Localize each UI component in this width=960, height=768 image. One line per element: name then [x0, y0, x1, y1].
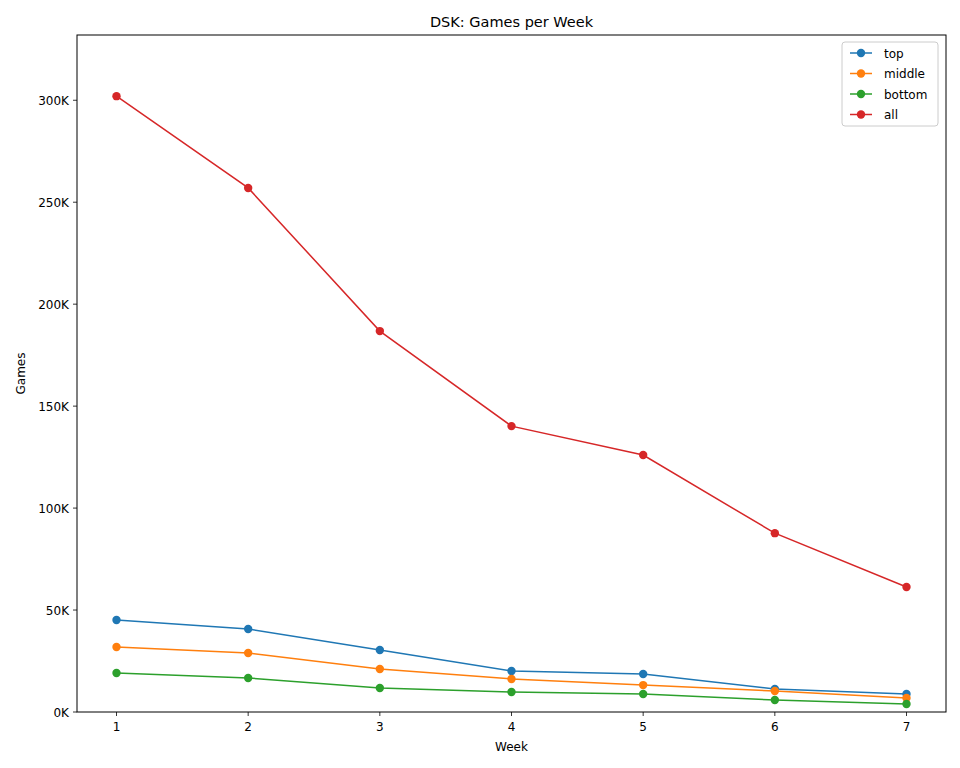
point	[112, 92, 120, 100]
point	[771, 696, 779, 704]
legend: top middle bottom all	[842, 42, 938, 126]
point	[902, 583, 910, 591]
x-tick-label: 5	[639, 720, 647, 734]
x-tick-label: 1	[113, 720, 121, 734]
point	[507, 675, 515, 683]
x-tick-label: 6	[771, 720, 779, 734]
title: DSK: Games per Week	[430, 14, 594, 30]
series-line	[117, 647, 907, 698]
point	[376, 665, 384, 673]
legend-label: middle	[884, 67, 925, 81]
x-tick-label: 7	[903, 720, 911, 734]
x-tick	[116, 712, 117, 716]
y-tick-label: 50K	[46, 604, 70, 618]
x-tick	[248, 712, 249, 716]
point	[244, 649, 252, 657]
x-tick	[643, 712, 644, 716]
y-tick	[73, 508, 77, 509]
point	[112, 616, 120, 624]
chart-container: 1 2 3 4 5 6 7 0K 50K 100K 150K 200K 250K 300K DSK: Gam…	[0, 0, 960, 768]
series-line	[117, 620, 907, 694]
point	[507, 667, 515, 675]
point	[244, 625, 252, 633]
y-tick-label: 100K	[38, 502, 70, 516]
legend-label: bottom	[884, 88, 927, 102]
y-tick	[73, 304, 77, 305]
legend-label: all	[884, 108, 898, 122]
point	[902, 700, 910, 708]
y-tick-label: 300K	[38, 94, 70, 108]
point	[507, 422, 515, 430]
point	[112, 643, 120, 651]
legend-marker	[857, 69, 865, 77]
y-tick	[73, 100, 77, 101]
x-tick	[774, 712, 775, 716]
y-tick-label: 250K	[38, 196, 70, 210]
x-tick	[906, 712, 907, 716]
point	[376, 646, 384, 654]
chart-svg: 1 2 3 4 5 6 7 0K 50K 100K 150K 200K 250K 300K DSK: Gam…	[0, 0, 960, 768]
x-axis-label: Week	[495, 740, 528, 754]
x-tick-label: 4	[508, 720, 516, 734]
y-tick-label: 0K	[53, 706, 70, 720]
series-line	[117, 673, 907, 704]
y-tick	[73, 202, 77, 203]
point	[507, 688, 515, 696]
plot-area	[112, 92, 910, 708]
y-axis-label: Games	[14, 353, 28, 395]
x-tick	[511, 712, 512, 716]
y-tick	[73, 610, 77, 611]
background	[0, 0, 960, 768]
point	[244, 184, 252, 192]
legend-marker	[857, 90, 865, 98]
x-tick-label: 2	[244, 720, 252, 734]
x-tick-label: 3	[376, 720, 384, 734]
axes-frame	[77, 35, 946, 712]
y-tick-label: 150K	[38, 400, 70, 414]
legend-marker	[857, 49, 865, 57]
point	[244, 674, 252, 682]
x-tick	[379, 712, 380, 716]
point	[639, 670, 647, 678]
series-line	[117, 96, 907, 587]
y-tick	[73, 712, 77, 713]
y-tick	[73, 406, 77, 407]
legend-box	[842, 42, 938, 126]
legend-marker	[857, 110, 865, 118]
point	[639, 451, 647, 459]
point	[112, 669, 120, 677]
point	[771, 529, 779, 537]
point	[639, 681, 647, 689]
point	[639, 690, 647, 698]
point	[771, 687, 779, 695]
point	[376, 684, 384, 692]
legend-label: top	[884, 47, 904, 61]
point	[376, 327, 384, 335]
y-tick-label: 200K	[38, 298, 70, 312]
